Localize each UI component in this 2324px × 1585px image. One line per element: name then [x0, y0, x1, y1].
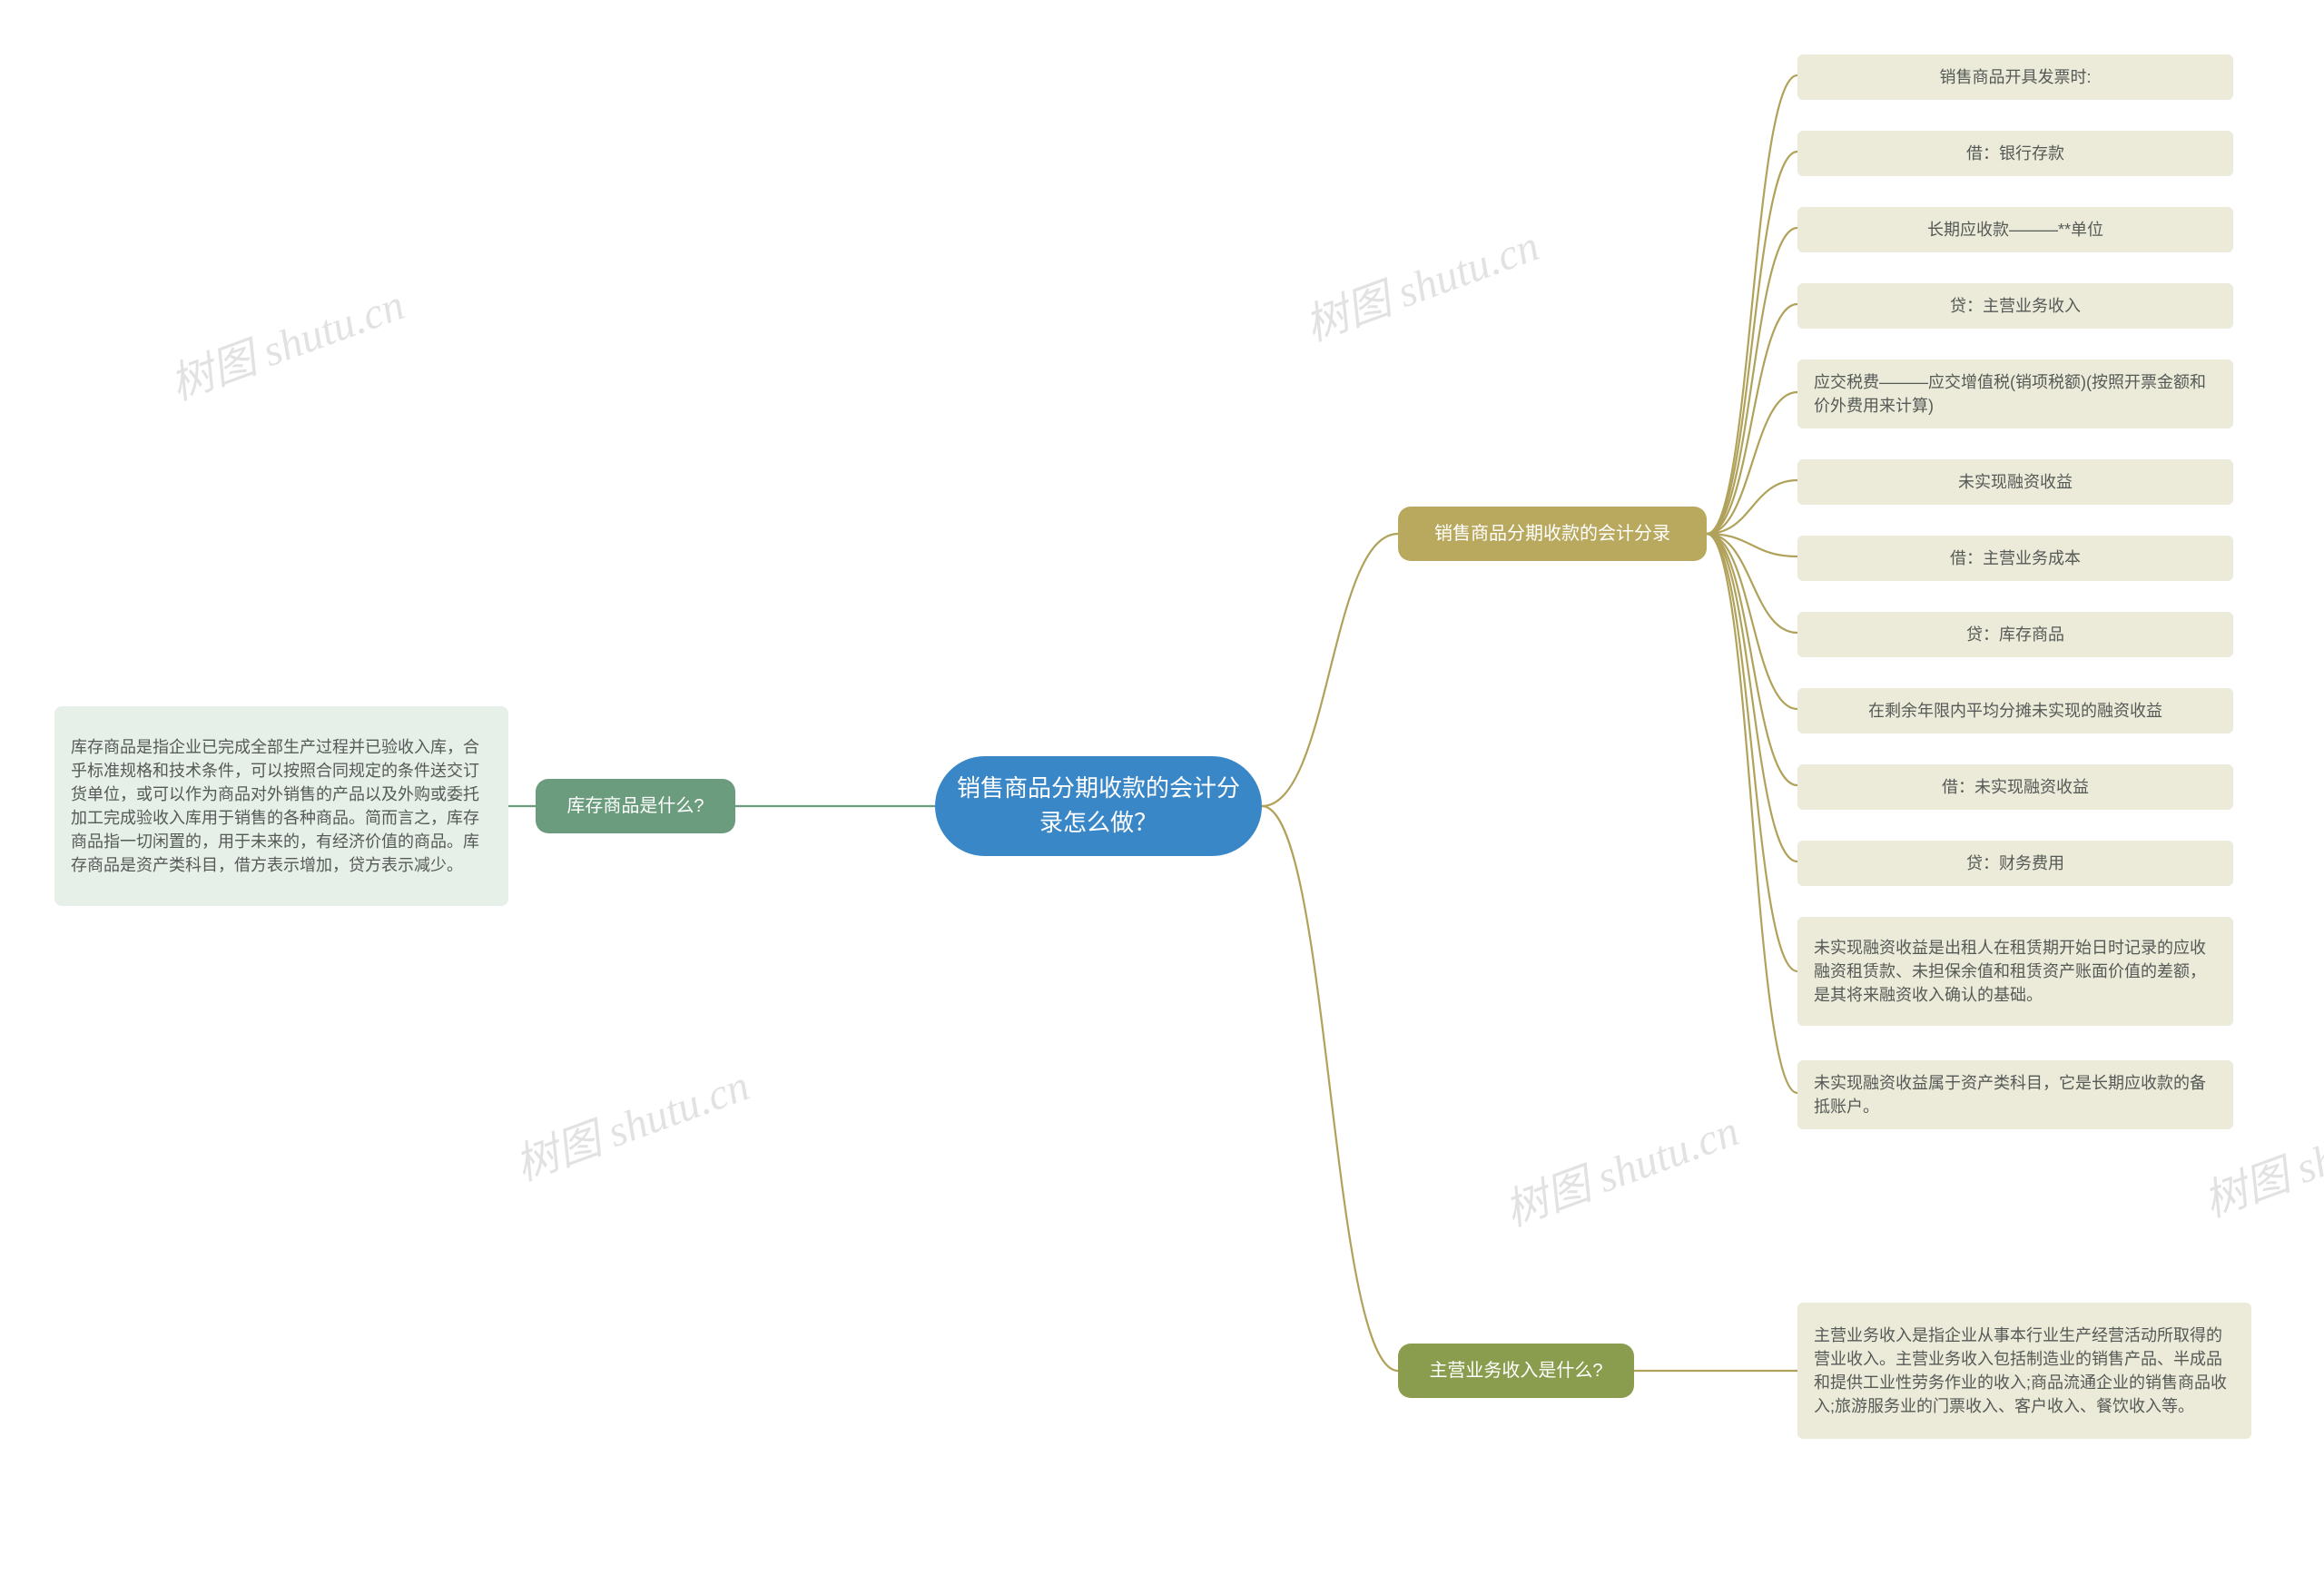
leaf-revenue-desc: 主营业务收入是指企业从事本行业生产经营活动所取得的营业收入。主营业务收入包括制造…	[1797, 1303, 2251, 1439]
branch-label-inventory: 库存商品是什么?	[536, 779, 735, 833]
branch-label-entries: 销售商品分期收款的会计分录	[1398, 507, 1707, 561]
root-node: 销售商品分期收款的会计分录怎么做？	[935, 756, 1262, 856]
watermark: 树图 shutu.cn	[505, 1049, 756, 1193]
leaf-entry-9: 借：未实现融资收益	[1797, 764, 2233, 810]
leaf-entry-11: 未实现融资收益是出租人在租赁期开始日时记录的应收融资租赁款、未担保余值和租赁资产…	[1797, 917, 2233, 1026]
mindmap-canvas: 销售商品分期收款的会计分录怎么做？ 库存商品是什么? 库存商品是指企业已完成全部生产…	[0, 0, 2324, 1585]
leaf-entry-12: 未实现融资收益属于资产类科目，它是长期应收款的备抵账户。	[1797, 1060, 2233, 1129]
leaf-entry-4: 应交税费———应交增值税(销项税额)(按照开票金额和价外费用来计算)	[1797, 359, 2233, 428]
watermark: 树图 shutu.cn	[160, 269, 411, 412]
leaf-entry-10: 贷：财务费用	[1797, 841, 2233, 886]
branch-label-revenue: 主营业务收入是什么?	[1398, 1344, 1634, 1398]
leaf-entry-8: 在剩余年限内平均分摊未实现的融资收益	[1797, 688, 2233, 733]
leaf-entry-5: 未实现融资收益	[1797, 459, 2233, 505]
leaf-entry-1: 借：银行存款	[1797, 131, 2233, 176]
leaf-entry-0: 销售商品开具发票时:	[1797, 54, 2233, 100]
leaf-inventory-desc: 库存商品是指企业已完成全部生产过程并已验收入库，合乎标准规格和技术条件，可以按照…	[54, 706, 508, 906]
leaf-entry-7: 贷：库存商品	[1797, 612, 2233, 657]
leaf-entry-6: 借：主营业务成本	[1797, 536, 2233, 581]
watermark: 树图 shutu.cn	[1295, 210, 1546, 353]
watermark: 树图 shutu.cn	[1494, 1095, 1746, 1238]
leaf-entry-2: 长期应收款———**单位	[1797, 207, 2233, 252]
leaf-entry-3: 贷：主营业务收入	[1797, 283, 2233, 329]
